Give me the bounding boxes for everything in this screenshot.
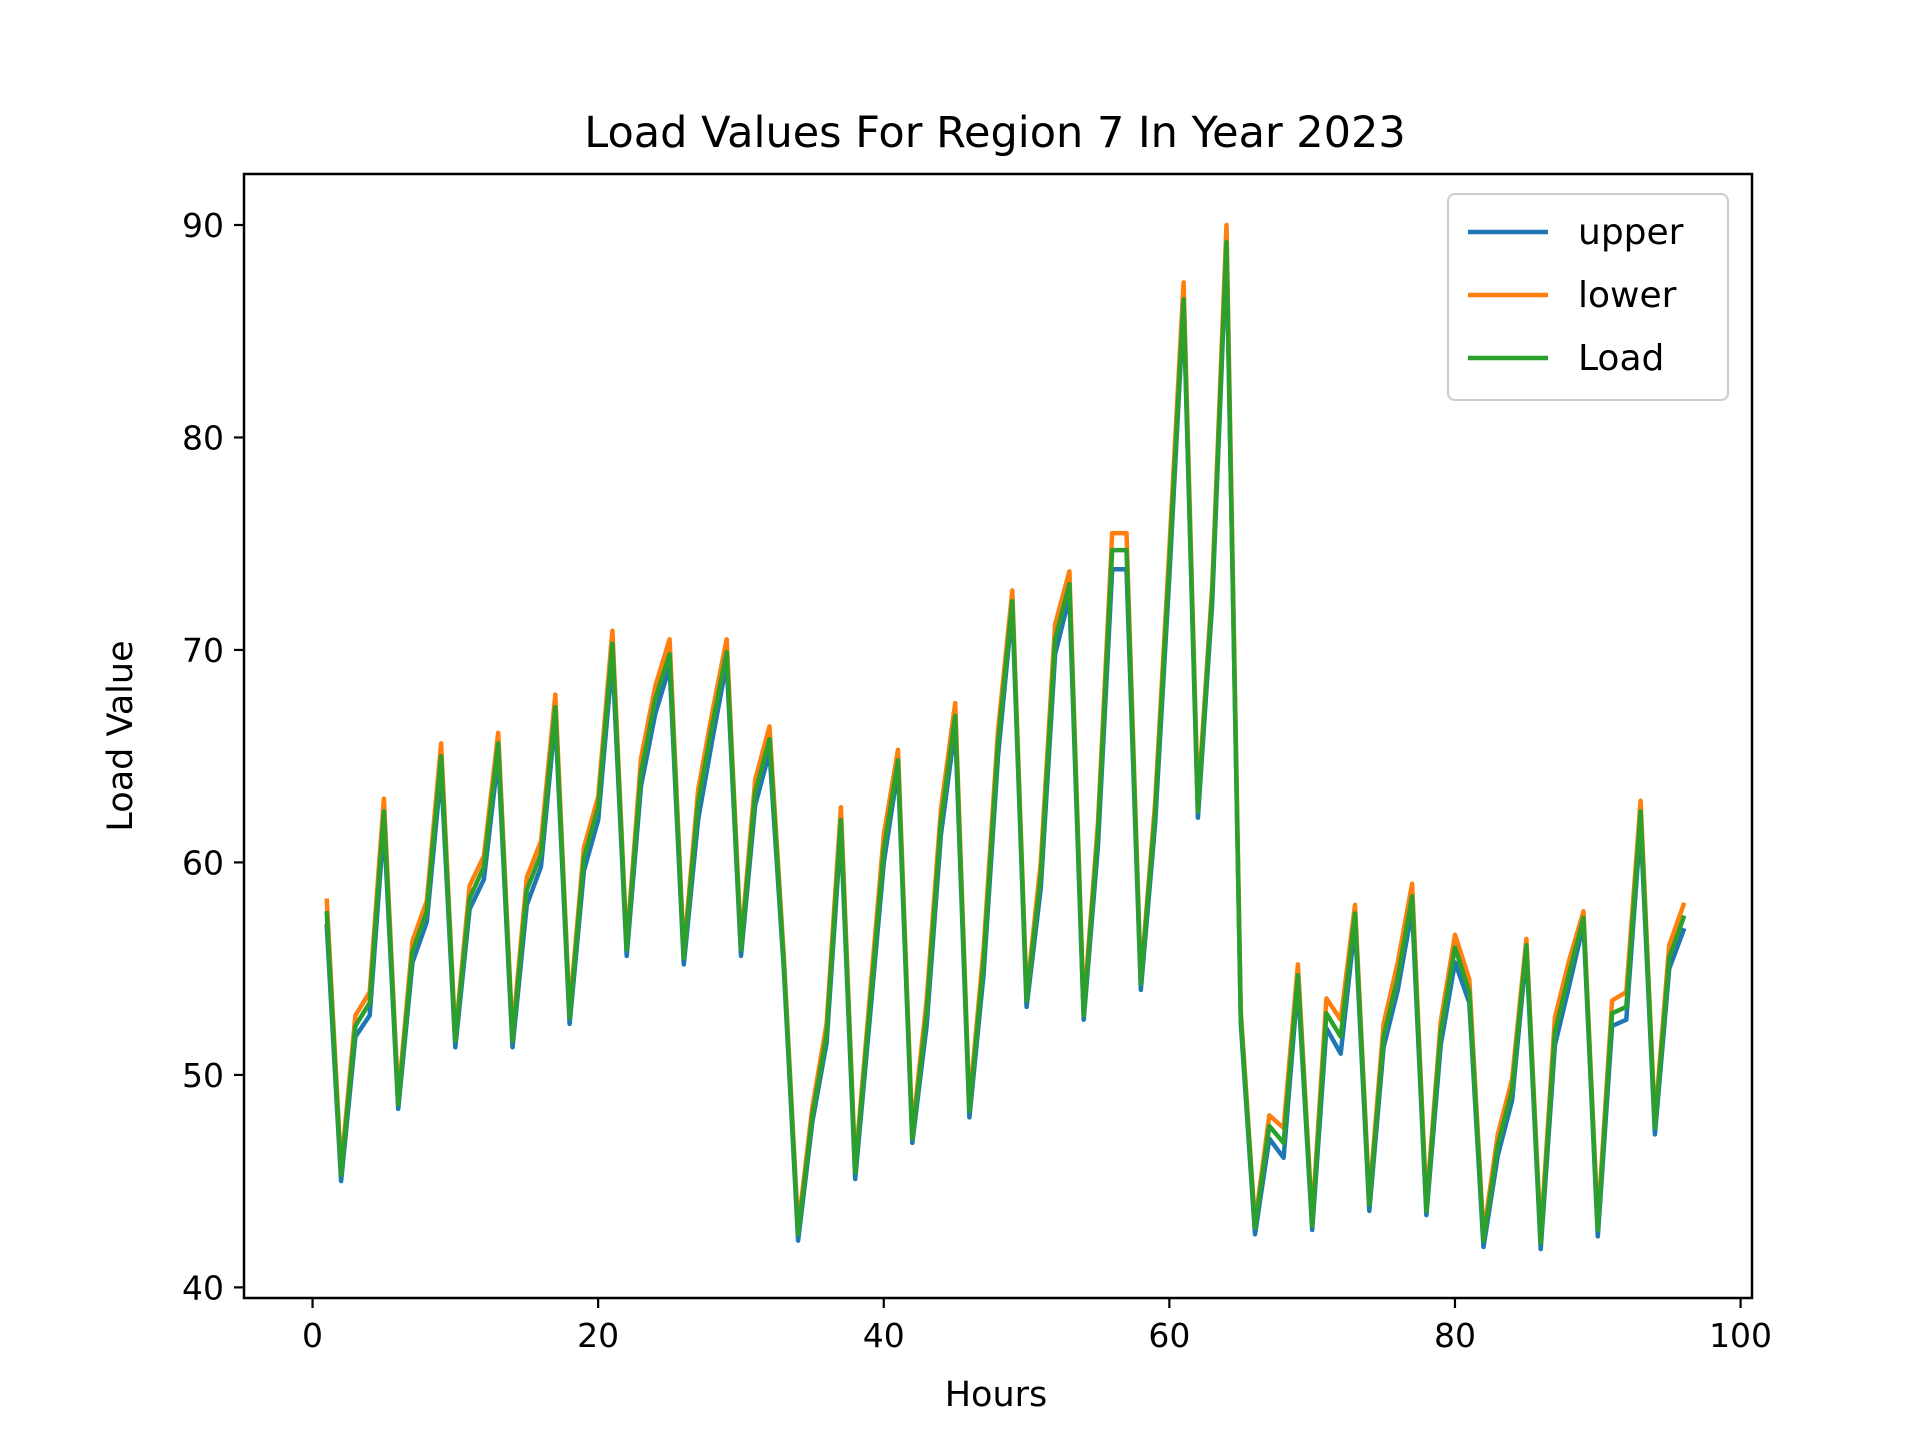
y-tick-label: 90 [182,206,224,245]
x-tick-label: 40 [863,1316,905,1355]
y-tick-label: 70 [182,631,224,670]
legend-label-load: Load [1578,338,1664,379]
plot-frame [242,172,1754,1300]
y-tick-label: 80 [182,418,224,457]
x-axis: 0 20 40 60 80 100 [302,1298,1772,1355]
x-tick-label: 20 [577,1316,619,1355]
x-tick-label: 80 [1434,1316,1476,1355]
x-tick-label: 0 [302,1316,323,1355]
legend-box [1447,193,1729,401]
y-axis-label: Load Value [101,640,141,831]
legend-label-upper: upper [1578,212,1684,253]
series-lines [324,222,1687,1252]
legend-label-lower: lower [1578,275,1677,316]
y-tick-label: 40 [182,1268,224,1307]
chart-title: Load Values For Region 7 In Year 2023 [584,108,1405,158]
series-line-load [324,239,1687,1246]
x-tick-label: 100 [1709,1316,1772,1355]
y-axis: 40 50 60 70 80 90 [182,206,244,1307]
legend: upper lower Load [1447,193,1729,401]
y-tick-label: 50 [182,1056,224,1095]
x-tick-label: 60 [1148,1316,1190,1355]
x-axis-label: Hours [945,1375,1048,1415]
y-tick-label: 60 [182,843,224,882]
